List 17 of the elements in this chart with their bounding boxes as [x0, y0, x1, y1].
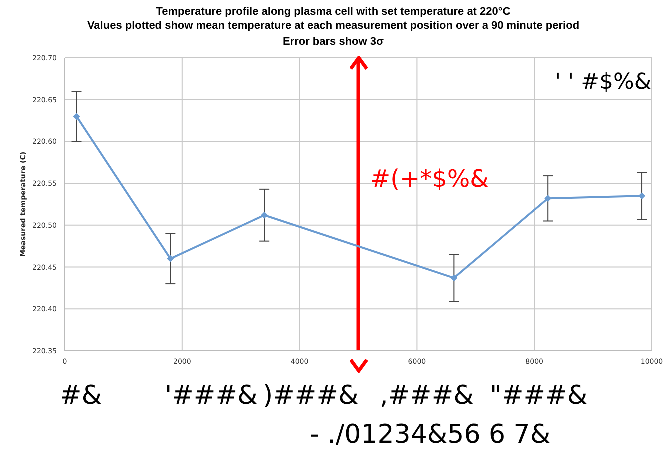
chart-title: Temperature profile along plasma cell with set temperature at 220°C: [155, 6, 512, 18]
text: )###&: [263, 381, 359, 411]
annotation: ' ' #$%&: [555, 70, 652, 95]
text: "###&: [490, 381, 588, 411]
text: '###&: [165, 381, 258, 411]
point: [167, 255, 174, 262]
text: - ./01234&56 6 7&: [310, 420, 551, 450]
point: [261, 212, 268, 219]
ref-line-label: #(+*$%&: [370, 165, 489, 193]
point: [450, 274, 458, 282]
text: #&: [60, 381, 102, 411]
point: [638, 192, 646, 200]
chart-subtitle: Values plotted show mean temperature at each measurement position over a 90 minute period: [86, 20, 581, 32]
point: [544, 195, 552, 202]
point: [73, 113, 80, 120]
text: ,###&: [380, 381, 474, 411]
text: Error bars show 3σ: [282, 36, 386, 48]
